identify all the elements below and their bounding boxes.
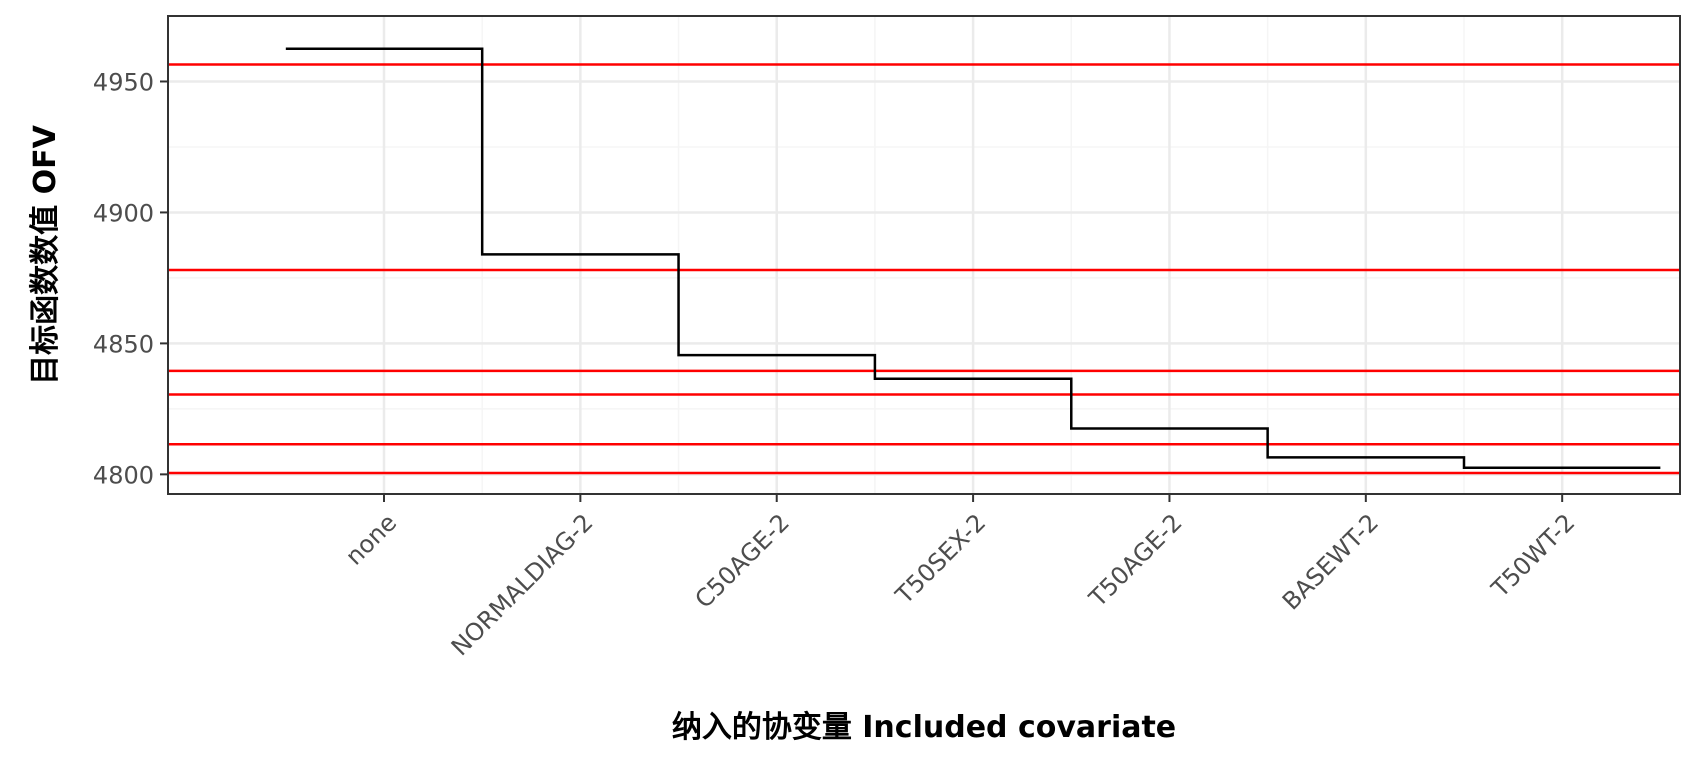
y-tick-label: 4900 bbox=[93, 199, 154, 227]
y-axis-title: 目标函数数值 OFV bbox=[28, 124, 63, 384]
y-axis: 4800 4850 4900 4950 bbox=[93, 68, 168, 489]
panel-border bbox=[167, 15, 1681, 495]
y-tick-label: 4950 bbox=[93, 68, 154, 96]
y-tick-label: 4800 bbox=[93, 461, 154, 489]
step-series-line bbox=[285, 47, 1661, 470]
y-tick-label: 4850 bbox=[93, 330, 154, 358]
x-axis-title: 纳入的协变量 Included covariate bbox=[672, 710, 1176, 745]
grid-layer bbox=[168, 15, 1680, 494]
reference-lines bbox=[168, 63, 1680, 475]
series-layer bbox=[285, 47, 1661, 470]
